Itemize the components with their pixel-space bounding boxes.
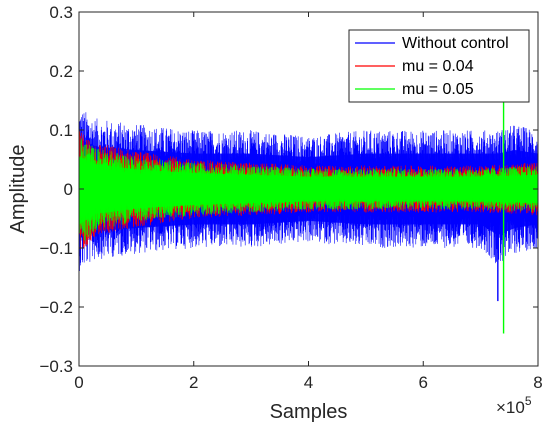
- series-line: [78, 112, 539, 272]
- legend-label: mu = 0.05: [402, 81, 474, 98]
- x-tick-label: 6: [419, 373, 428, 392]
- x-axis: 0 2 4 6 8: [74, 12, 543, 392]
- x-tick-label: 8: [533, 373, 542, 392]
- y-axis-label: Amplitude: [7, 145, 29, 234]
- legend: Without control mu = 0.04 mu = 0.05: [348, 29, 530, 103]
- series-layer: [78, 94, 539, 334]
- legend-label: mu = 0.04: [402, 58, 474, 75]
- x-axis-exponent: ×105: [496, 394, 532, 417]
- x-tick-label: 2: [189, 373, 198, 392]
- y-tick-label: 0.1: [49, 121, 73, 140]
- series-line: [78, 138, 539, 241]
- y-tick-label: −0.1: [39, 239, 73, 258]
- y-tick-label: 0: [64, 180, 73, 199]
- y-tick-label: −0.2: [39, 298, 73, 317]
- y-tick-label: 0.3: [49, 3, 73, 22]
- legend-label: Without control: [402, 35, 509, 52]
- x-axis-exponent-base: ×10: [496, 398, 525, 417]
- x-tick-label: 4: [304, 373, 313, 392]
- y-tick-label: 0.2: [49, 62, 73, 81]
- y-axis: −0.3 −0.2 −0.1 0 0.1 0.2 0.3: [39, 3, 538, 376]
- x-tick-label: 0: [74, 373, 83, 392]
- y-tick-label: −0.3: [39, 357, 73, 376]
- x-axis-exponent-power: 5: [525, 394, 532, 408]
- x-axis-label: Samples: [270, 401, 348, 423]
